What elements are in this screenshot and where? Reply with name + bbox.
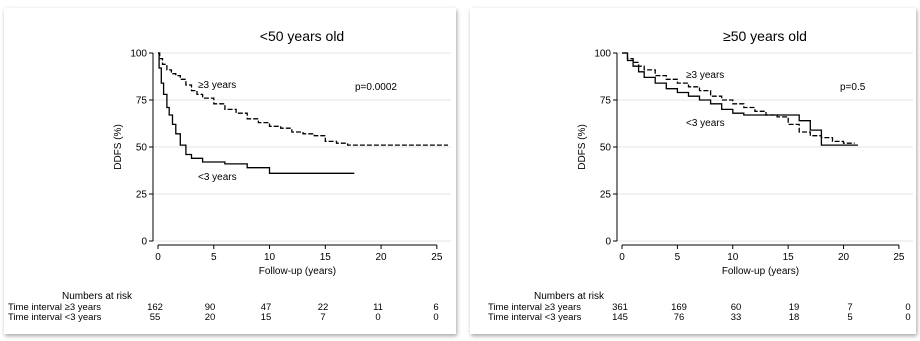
curve-annotation: <3 years bbox=[198, 172, 237, 183]
risk-value: 0 bbox=[905, 312, 910, 323]
y-axis-label: DDFS (%) bbox=[113, 124, 124, 170]
x-tick-label: 5 bbox=[211, 252, 217, 263]
risk-value: 18 bbox=[789, 312, 800, 323]
risk-value: 0 bbox=[375, 312, 380, 323]
risk-value: 5 bbox=[847, 312, 852, 323]
risk-value: 169 bbox=[671, 302, 687, 313]
y-tick-label: 75 bbox=[136, 96, 148, 107]
risk-value: 76 bbox=[674, 312, 685, 323]
x-tick-label: 5 bbox=[675, 252, 681, 263]
y-axis-label: DDFS (%) bbox=[577, 124, 588, 170]
panel-50-and-over: ≥50 years old 0 25 50 75 100 0 5 10 15 20 25 Follow-… bbox=[470, 8, 916, 334]
y-tick-label: 0 bbox=[141, 237, 147, 248]
x-tick-label: 20 bbox=[376, 252, 388, 263]
risk-value: 20 bbox=[205, 312, 216, 323]
x-tick-label: 10 bbox=[264, 252, 276, 263]
x-tick-label: 25 bbox=[893, 252, 905, 263]
y-tick-label: 0 bbox=[605, 237, 611, 248]
risk-value: 145 bbox=[612, 312, 628, 323]
chart-title: <50 years old bbox=[260, 28, 344, 44]
x-tick-label: 0 bbox=[619, 252, 625, 263]
risk-value: 6 bbox=[433, 302, 438, 313]
chart-under-50: <50 years old 0 25 50 75 100 0 5 10 15 20 25 Follow-… bbox=[8, 28, 451, 323]
curve-annotation: <3 years bbox=[686, 118, 725, 129]
risk-value: 7 bbox=[847, 302, 852, 313]
gridlines bbox=[617, 52, 913, 242]
risk-value: 22 bbox=[318, 302, 329, 313]
series-curve-ge3-years bbox=[622, 52, 855, 144]
risk-value: 47 bbox=[261, 302, 272, 313]
panel-under-50: <50 years old 0 25 50 75 100 0 5 10 15 20 25 Follow-… bbox=[4, 8, 456, 334]
gridlines bbox=[153, 52, 451, 242]
risk-row-label: Time interval <3 years bbox=[8, 312, 102, 323]
curve-annotation: ≥3 years bbox=[198, 80, 236, 91]
curve-annotation: ≥3 years bbox=[686, 70, 724, 81]
p-value-label: p=0.0002 bbox=[355, 82, 397, 93]
risk-value: 19 bbox=[789, 302, 800, 313]
y-tick-label: 75 bbox=[600, 96, 612, 107]
y-tick-label: 50 bbox=[600, 143, 612, 154]
risk-value: 33 bbox=[731, 312, 742, 323]
risk-table-header: Numbers at risk bbox=[62, 291, 133, 302]
risk-value: 11 bbox=[373, 302, 383, 313]
risk-value: 60 bbox=[731, 302, 742, 313]
x-axis-label: Follow-up (years) bbox=[722, 266, 799, 277]
x-axis-label: Follow-up (years) bbox=[259, 266, 336, 277]
x-tick-label: 15 bbox=[783, 252, 795, 263]
series-curve-lt3-years bbox=[622, 52, 858, 146]
risk-value: 0 bbox=[433, 312, 438, 323]
axes bbox=[613, 52, 900, 249]
y-tick-label: 100 bbox=[130, 49, 147, 60]
series-curve-ge3-years bbox=[158, 52, 448, 146]
y-tick-label: 25 bbox=[136, 190, 148, 201]
series-curve-lt3-years bbox=[158, 52, 355, 174]
y-tick-label: 100 bbox=[594, 49, 611, 60]
x-tick-label: 10 bbox=[727, 252, 739, 263]
risk-value: 90 bbox=[205, 302, 216, 313]
risk-value: 0 bbox=[905, 302, 910, 313]
x-tick-label: 15 bbox=[320, 252, 332, 263]
x-tick-label: 0 bbox=[155, 252, 161, 263]
risk-row-label: Time interval <3 years bbox=[488, 312, 582, 323]
x-tick-label: 25 bbox=[431, 252, 443, 263]
x-tick-label: 20 bbox=[838, 252, 850, 263]
risk-value: 162 bbox=[147, 302, 163, 313]
risk-value: 15 bbox=[261, 312, 272, 323]
risk-row-label: Time interval ≥3 years bbox=[488, 302, 581, 313]
p-value-label: p=0.5 bbox=[840, 82, 866, 93]
risk-value: 361 bbox=[612, 302, 628, 313]
risk-value: 55 bbox=[150, 312, 161, 323]
y-tick-label: 50 bbox=[136, 143, 148, 154]
risk-value: 7 bbox=[320, 312, 325, 323]
risk-table-header: Numbers at risk bbox=[534, 291, 605, 302]
risk-row-label: Time interval ≥3 years bbox=[8, 302, 101, 313]
axes bbox=[149, 52, 438, 249]
chart-title: ≥50 years old bbox=[723, 28, 807, 44]
y-tick-label: 25 bbox=[600, 190, 612, 201]
